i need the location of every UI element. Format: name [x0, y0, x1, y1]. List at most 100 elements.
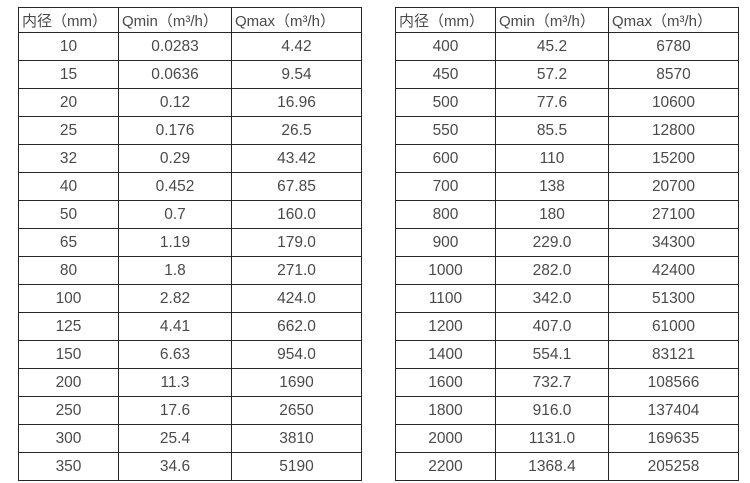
table-header-row: 内径（mm） Qmin（m³/h） Qmax（m³/h） — [395, 7, 739, 33]
table-cell: 0.7 — [118, 200, 232, 229]
table-row: 1800 916.0 137404 — [395, 396, 739, 425]
table-cell: 1131.0 — [495, 424, 609, 453]
table-cell: 15 — [18, 60, 119, 89]
table-row: 100 2.82 424.0 — [18, 284, 362, 313]
table-cell: 0.452 — [118, 172, 232, 201]
col-header-qmin: Qmin（m³/h） — [118, 7, 232, 33]
table-row: 50 0.7 160.0 — [18, 200, 362, 229]
col-header-qmin: Qmin（m³/h） — [495, 7, 609, 33]
table-cell: 6780 — [608, 32, 739, 61]
col-header-diameter: 内径（mm） — [18, 7, 119, 33]
table-cell: 179.0 — [231, 228, 362, 257]
table-cell: 800 — [395, 200, 496, 229]
table-row: 350 34.6 5190 — [18, 452, 362, 481]
table-cell: 1400 — [395, 340, 496, 369]
table-cell: 20700 — [608, 172, 739, 201]
table-cell: 424.0 — [231, 284, 362, 313]
table-cell: 0.176 — [118, 116, 232, 145]
table-cell: 12800 — [608, 116, 739, 145]
table-row: 500 77.6 10600 — [395, 88, 739, 117]
table-cell: 4.41 — [118, 312, 232, 341]
table-cell: 27100 — [608, 200, 739, 229]
table-cell: 34300 — [608, 228, 739, 257]
table-cell: 34.6 — [118, 452, 232, 481]
table-cell: 6.63 — [118, 340, 232, 369]
table-body: 10 0.0283 4.42 15 0.0636 9.54 20 0.12 16.96 25 0.1… — [18, 32, 362, 481]
table-row: 1100 342.0 51300 — [395, 284, 739, 313]
table-cell: 17.6 — [118, 396, 232, 425]
table-cell: 205258 — [608, 452, 739, 481]
table-row: 600 110 15200 — [395, 144, 739, 173]
table-row: 150 6.63 954.0 — [18, 340, 362, 369]
table-cell: 11.3 — [118, 368, 232, 397]
table-cell: 16.96 — [231, 88, 362, 117]
table-cell: 45.2 — [495, 32, 609, 61]
table-cell: 229.0 — [495, 228, 609, 257]
table-row: 250 17.6 2650 — [18, 396, 362, 425]
table-cell: 65 — [18, 228, 119, 257]
table-cell: 138 — [495, 172, 609, 201]
table-cell: 500 — [395, 88, 496, 117]
table-cell: 300 — [18, 424, 119, 453]
table-cell: 200 — [18, 368, 119, 397]
col-header-qmax: Qmax（m³/h） — [608, 7, 739, 33]
table-cell: 42400 — [608, 256, 739, 285]
table-cell: 2000 — [395, 424, 496, 453]
table-row: 700 138 20700 — [395, 172, 739, 201]
table-cell: 137404 — [608, 396, 739, 425]
col-header-qmax: Qmax（m³/h） — [231, 7, 362, 33]
table-cell: 40 — [18, 172, 119, 201]
table-cell: 10600 — [608, 88, 739, 117]
table-cell: 282.0 — [495, 256, 609, 285]
table-cell: 25.4 — [118, 424, 232, 453]
table-cell: 600 — [395, 144, 496, 173]
table-cell: 250 — [18, 396, 119, 425]
table-cell: 0.0636 — [118, 60, 232, 89]
table-cell: 1800 — [395, 396, 496, 425]
table-cell: 51300 — [608, 284, 739, 313]
table-body: 400 45.2 6780 450 57.2 8570 500 77.6 10600 550 85.… — [395, 32, 739, 481]
table-cell: 26.5 — [231, 116, 362, 145]
table-cell: 85.5 — [495, 116, 609, 145]
table-cell: 1.8 — [118, 256, 232, 285]
table-cell: 700 — [395, 172, 496, 201]
table-cell: 2.82 — [118, 284, 232, 313]
table-cell: 77.6 — [495, 88, 609, 117]
table-cell: 0.0283 — [118, 32, 232, 61]
table-cell: 8570 — [608, 60, 739, 89]
table-cell: 0.29 — [118, 144, 232, 173]
table-cell: 3810 — [231, 424, 362, 453]
table-row: 40 0.452 67.85 — [18, 172, 362, 201]
table-row: 400 45.2 6780 — [395, 32, 739, 61]
table-cell: 271.0 — [231, 256, 362, 285]
table-cell: 43.42 — [231, 144, 362, 173]
table-row: 900 229.0 34300 — [395, 228, 739, 257]
table-row: 10 0.0283 4.42 — [18, 32, 362, 61]
table-cell: 67.85 — [231, 172, 362, 201]
table-row: 2200 1368.4 205258 — [395, 452, 739, 481]
table-cell: 2650 — [231, 396, 362, 425]
table-cell: 407.0 — [495, 312, 609, 341]
table-cell: 1690 — [231, 368, 362, 397]
table-cell: 2200 — [395, 452, 496, 481]
table-row: 125 4.41 662.0 — [18, 312, 362, 341]
table-row: 1600 732.7 108566 — [395, 368, 739, 397]
table-cell: 1000 — [395, 256, 496, 285]
table-cell: 108566 — [608, 368, 739, 397]
table-cell: 100 — [18, 284, 119, 313]
table-cell: 1368.4 — [495, 452, 609, 481]
table-row: 1200 407.0 61000 — [395, 312, 739, 341]
table-cell: 50 — [18, 200, 119, 229]
table-row: 20 0.12 16.96 — [18, 88, 362, 117]
table-cell: 83121 — [608, 340, 739, 369]
table-cell: 9.54 — [231, 60, 362, 89]
table-cell: 5190 — [231, 452, 362, 481]
table-row: 2000 1131.0 169635 — [395, 424, 739, 453]
table-cell: 10 — [18, 32, 119, 61]
table-cell: 15200 — [608, 144, 739, 173]
table-row: 450 57.2 8570 — [395, 60, 739, 89]
table-cell: 916.0 — [495, 396, 609, 425]
table-cell: 954.0 — [231, 340, 362, 369]
table-cell: 61000 — [608, 312, 739, 341]
